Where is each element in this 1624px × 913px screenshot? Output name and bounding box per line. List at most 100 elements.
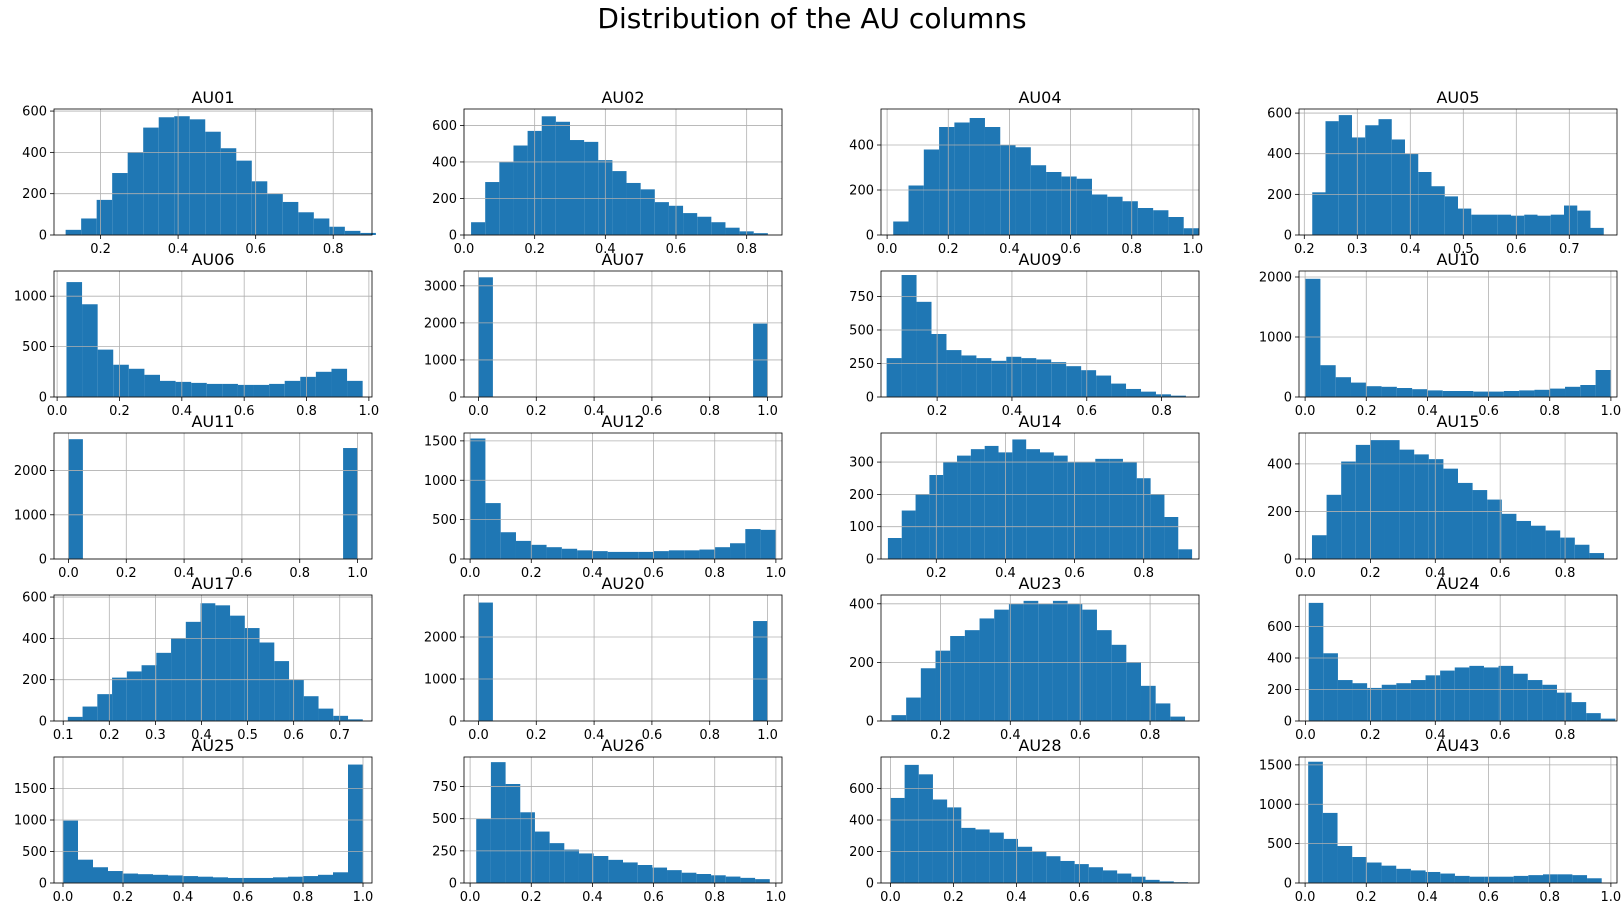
histogram-bar <box>1595 370 1611 397</box>
histogram-bar <box>1350 382 1367 397</box>
histogram-bar <box>1487 499 1502 559</box>
histogram-bar <box>1513 673 1528 721</box>
histogram-bar <box>1444 196 1458 235</box>
histogram-bar <box>991 360 1007 397</box>
histogram-bar <box>158 117 175 235</box>
histogram-bar <box>1352 137 1366 235</box>
histogram-bar <box>950 636 965 721</box>
histogram-bar <box>975 829 990 883</box>
y-tick-label: 400 <box>22 632 47 647</box>
histogram-bar <box>215 605 231 721</box>
histogram-bar <box>612 171 627 235</box>
histogram-bar <box>200 603 216 721</box>
histogram-bar <box>269 383 285 397</box>
histogram-bar <box>714 547 731 559</box>
histogram-bar <box>333 715 349 721</box>
histogram-bar <box>1355 444 1371 559</box>
histogram-bar <box>1564 205 1578 235</box>
axes-frame <box>1298 432 1618 560</box>
axes-frame <box>53 432 373 560</box>
histogram-bar <box>189 119 206 235</box>
subplot-au43: 0.0 0.2 0.4 0.6 0.8 1.0 0 500 1000 1500 AU43 <box>1259 736 1621 905</box>
histogram-bar <box>478 277 493 397</box>
x-tick-label: 1.0 <box>359 404 380 419</box>
y-tick-label: 1000 <box>1259 331 1292 346</box>
histogram-bar <box>1497 214 1511 235</box>
histogram-bar <box>1109 458 1123 559</box>
histogram-bar <box>753 233 768 235</box>
subplot-au23: 0.2 0.4 0.6 0.8 0 200 400 AU23 <box>849 574 1200 743</box>
histogram-bar <box>1577 210 1591 235</box>
axes-frame <box>53 270 373 398</box>
y-tick-label: 600 <box>432 119 457 134</box>
histogram-bar <box>1458 391 1474 397</box>
subplot-au10: 0.0 0.2 0.4 0.6 0.8 1.0 0 1000 2000 AU10 <box>1259 250 1621 419</box>
histogram-bar <box>259 642 275 721</box>
y-tick-label: 0 <box>1284 553 1292 568</box>
histogram-bar <box>654 202 669 235</box>
subplot-title: AU24 <box>1436 574 1479 593</box>
subplot-au01: 0.2 0.4 0.6 0.8 0 200 400 600 AU01 <box>22 88 376 257</box>
histogram-bar <box>1335 377 1351 397</box>
histogram-bar <box>1410 680 1426 721</box>
y-tick-label: 200 <box>1267 683 1292 698</box>
histogram-bar <box>555 121 570 235</box>
histogram-bar <box>1589 553 1605 559</box>
histogram-bar <box>1543 874 1558 883</box>
subplot-au24: 0.0 0.2 0.4 0.6 0.8 0 200 400 600 AU24 <box>1267 574 1618 743</box>
x-tick-label: 0.4 <box>1417 890 1438 905</box>
histogram-bar <box>653 551 669 560</box>
histogram-bar <box>128 368 145 397</box>
y-tick-label: 400 <box>849 814 874 829</box>
y-tick-label: 2000 <box>424 316 457 331</box>
subplot-au26: 0.0 0.2 0.4 0.6 0.8 1.0 0 250 500 750 AU26 <box>432 736 786 905</box>
histogram-bar <box>755 879 770 883</box>
histogram-bar <box>1443 468 1458 559</box>
x-tick-label: 0.8 <box>1133 566 1154 581</box>
histogram-bar <box>684 550 700 559</box>
subplot-title: AU28 <box>1018 736 1061 755</box>
histogram-bar <box>1366 386 1382 397</box>
histogram-bar <box>984 445 999 559</box>
x-tick-label: 0.6 <box>1070 728 1091 743</box>
histogram-bar <box>274 661 290 721</box>
histogram-bar <box>1095 458 1110 559</box>
y-tick-label: 600 <box>1267 620 1292 635</box>
histogram-bar <box>1427 390 1443 397</box>
y-tick-label: 400 <box>849 597 874 612</box>
histogram-bar <box>1396 868 1411 883</box>
y-tick-label: 200 <box>22 187 47 202</box>
histogram-bar <box>1524 214 1538 235</box>
histogram-bar <box>1484 214 1498 235</box>
y-tick-label: 1500 <box>14 782 47 797</box>
axes-frame <box>1298 756 1618 884</box>
histogram-bar <box>957 455 971 559</box>
x-tick-label: 0.6 <box>1490 566 1511 581</box>
histogram-bar <box>347 380 363 397</box>
x-tick-label: 0.0 <box>460 890 481 905</box>
x-tick-label: 0.6 <box>1506 242 1527 257</box>
histogram-bar <box>1122 462 1137 559</box>
x-tick-label: 0.2 <box>521 566 542 581</box>
y-tick-label: 200 <box>849 184 874 199</box>
x-tick-label: 0.4 <box>584 728 605 743</box>
x-tick-label: 0.8 <box>1132 890 1153 905</box>
histogram-bar <box>1012 439 1027 559</box>
y-tick-label: 200 <box>849 488 874 503</box>
axes-frame <box>880 594 1200 722</box>
histogram-bar <box>1096 630 1112 721</box>
x-tick-label: 0.2 <box>1356 890 1377 905</box>
subplot-au15: 0.0 0.2 0.4 0.6 0.8 0 200 400 AU15 <box>1267 412 1618 581</box>
histogram-bar <box>300 376 316 397</box>
y-tick-label: 1500 <box>1259 758 1292 773</box>
x-tick-label: 0.4 <box>1400 242 1421 257</box>
histogram-bar <box>236 160 252 235</box>
y-tick-label: 500 <box>432 812 457 827</box>
x-tick-label: 0.4 <box>171 404 192 419</box>
histogram-bar <box>1580 385 1596 397</box>
histogram-bar <box>890 797 905 883</box>
histogram-bar <box>1399 449 1415 559</box>
x-tick-label: 0.8 <box>1151 404 1172 419</box>
histogram-bar <box>1410 870 1426 883</box>
